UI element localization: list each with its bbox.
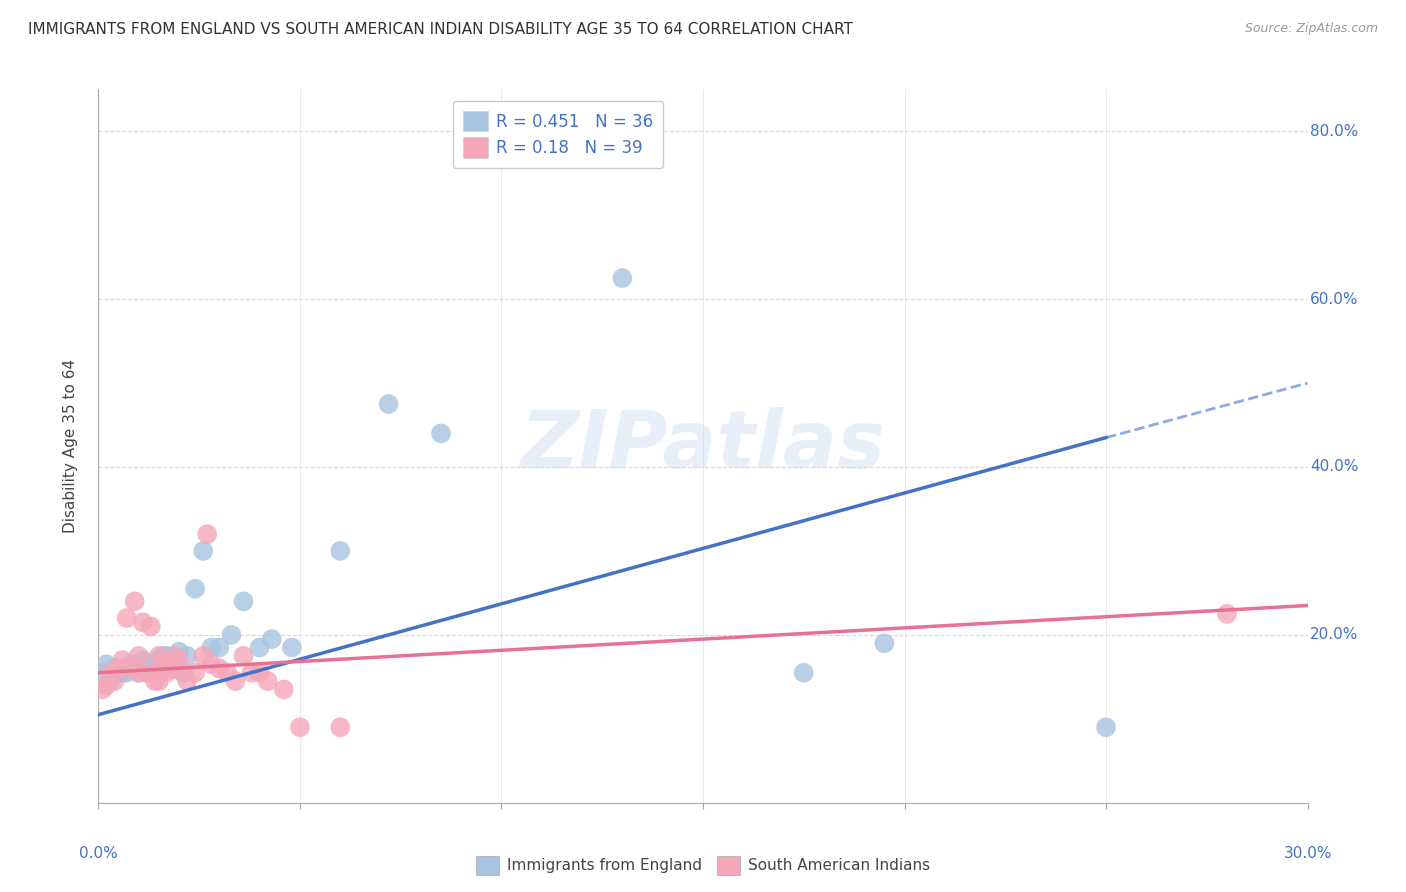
Point: [148, 674, 170, 689]
Point: [167, 645, 190, 659]
Point: [148, 648, 170, 663]
Text: 60.0%: 60.0%: [1310, 292, 1358, 307]
Point: [128, 665, 150, 680]
Point: [167, 653, 190, 667]
Point: [873, 636, 896, 650]
Point: [260, 632, 283, 646]
Point: [152, 648, 174, 663]
Point: [329, 544, 352, 558]
Point: [208, 640, 231, 655]
Point: [176, 648, 198, 663]
Point: [200, 640, 222, 655]
Point: [107, 661, 129, 675]
Point: [232, 594, 254, 608]
Point: [115, 611, 138, 625]
Point: [96, 678, 118, 692]
Point: [124, 594, 146, 608]
Point: [193, 544, 215, 558]
Point: [128, 648, 150, 663]
Text: 0.0%: 0.0%: [79, 846, 118, 861]
Point: [256, 674, 278, 689]
Point: [103, 661, 125, 675]
Point: [163, 648, 186, 663]
Text: ZIPatlas: ZIPatlas: [520, 407, 886, 485]
Point: [91, 682, 114, 697]
Point: [200, 657, 222, 672]
Point: [793, 665, 815, 680]
Point: [96, 657, 118, 672]
Text: 20.0%: 20.0%: [1310, 627, 1358, 642]
Y-axis label: Disability Age 35 to 64: Disability Age 35 to 64: [63, 359, 77, 533]
Point: [172, 665, 194, 680]
Point: [430, 426, 453, 441]
Point: [195, 527, 218, 541]
Point: [111, 665, 134, 680]
Point: [1216, 607, 1239, 621]
Point: [184, 582, 207, 596]
Point: [217, 665, 239, 680]
Point: [107, 665, 129, 680]
Point: [273, 682, 295, 697]
Point: [100, 665, 122, 680]
Point: [160, 661, 183, 675]
Text: IMMIGRANTS FROM ENGLAND VS SOUTH AMERICAN INDIAN DISABILITY AGE 35 TO 64 CORRELA: IMMIGRANTS FROM ENGLAND VS SOUTH AMERICA…: [28, 22, 853, 37]
Point: [612, 271, 634, 285]
Point: [172, 665, 194, 680]
Point: [139, 657, 162, 672]
Point: [232, 648, 254, 663]
Point: [103, 674, 125, 689]
Point: [193, 648, 215, 663]
Point: [148, 653, 170, 667]
Point: [208, 661, 231, 675]
Legend: R = 0.451   N = 36, R = 0.18   N = 39: R = 0.451 N = 36, R = 0.18 N = 39: [453, 101, 664, 168]
Point: [221, 628, 243, 642]
Point: [156, 665, 179, 680]
Point: [143, 674, 166, 689]
Point: [128, 665, 150, 680]
Point: [91, 665, 114, 680]
Point: [377, 397, 399, 411]
Point: [100, 674, 122, 689]
Point: [281, 640, 304, 655]
Text: 80.0%: 80.0%: [1310, 124, 1358, 138]
Point: [249, 665, 271, 680]
Text: 40.0%: 40.0%: [1310, 459, 1358, 475]
Text: Source: ZipAtlas.com: Source: ZipAtlas.com: [1244, 22, 1378, 36]
Point: [132, 653, 155, 667]
Point: [111, 653, 134, 667]
Point: [176, 674, 198, 689]
Point: [135, 665, 157, 680]
Point: [124, 657, 146, 672]
Point: [152, 657, 174, 672]
Point: [139, 619, 162, 633]
Point: [115, 665, 138, 680]
Text: 30.0%: 30.0%: [1284, 846, 1331, 861]
Point: [120, 657, 142, 672]
Point: [329, 720, 352, 734]
Point: [120, 661, 142, 675]
Point: [249, 640, 271, 655]
Point: [224, 674, 246, 689]
Point: [160, 657, 183, 672]
Point: [132, 615, 155, 630]
Point: [240, 665, 263, 680]
Point: [135, 665, 157, 680]
Point: [184, 665, 207, 680]
Point: [1095, 720, 1118, 734]
Point: [156, 648, 179, 663]
Point: [288, 720, 311, 734]
